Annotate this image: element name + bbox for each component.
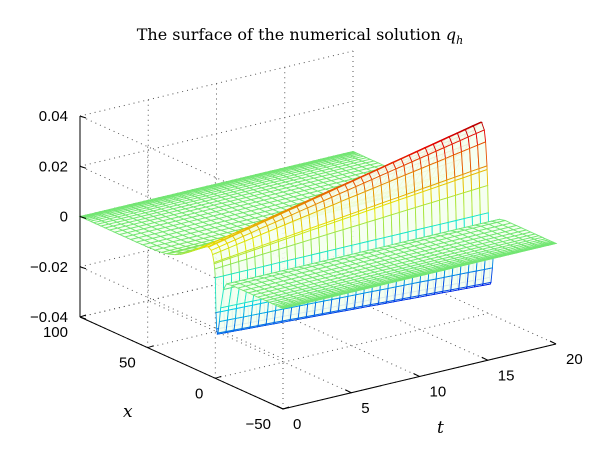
surface-cell (286, 243, 297, 262)
x-axis-line (79, 316, 284, 410)
grid-line-x-floor (215, 312, 489, 379)
z-tick-label: 0.02 (39, 158, 68, 175)
tick-mark (147, 345, 154, 349)
surface-cell (390, 211, 401, 237)
tick-mark (79, 266, 87, 270)
grid-line-t-floor (148, 300, 352, 394)
surface-cell (414, 204, 425, 231)
z-tick-label: 0 (60, 209, 68, 226)
surface-cell (254, 253, 264, 269)
tick-mark (215, 375, 222, 379)
t-tick-label: 20 (566, 351, 583, 368)
surface-cell (455, 192, 465, 222)
surface-cell (358, 221, 369, 244)
t-tick-label: 5 (361, 400, 369, 417)
tick-mark (413, 373, 420, 377)
surface-mesh (78, 121, 558, 335)
surface-cell (318, 233, 329, 254)
t-tick-label: 0 (293, 416, 301, 433)
z-tick-label: 0.04 (39, 108, 68, 125)
surface-cell (470, 171, 481, 192)
tick-mark (79, 115, 87, 119)
grid-line-z-back-left (79, 266, 284, 360)
tick-labels: 0 5 10 15 20 −50 0 50 100−0.04 −0.02 0 0.02 0.04 (30, 108, 583, 433)
chart-title-main: The surface of the numerical solution (137, 25, 446, 44)
surface-cell (374, 216, 385, 241)
t-tick-label: 10 (430, 384, 447, 401)
tick-mark (549, 340, 557, 345)
axes (79, 115, 557, 410)
x-tick-label: 100 (43, 324, 68, 341)
tick-mark (276, 405, 284, 410)
chart-title-sub: h (456, 34, 463, 47)
surface-cell (382, 214, 393, 239)
surface-cell (334, 229, 345, 250)
surface-cell (454, 177, 465, 196)
surface-cell (479, 184, 489, 216)
grid-line-z-back-left (79, 115, 284, 209)
surface-cell (478, 168, 489, 189)
x-tick-label: 50 (119, 355, 136, 372)
surface-cell (546, 242, 558, 246)
surface-cell (446, 179, 456, 199)
surface-cell (463, 189, 473, 220)
surface-cell (462, 174, 473, 194)
t-tick-label: 15 (498, 367, 515, 384)
surface-cell (310, 236, 321, 256)
tick-mark (79, 165, 87, 169)
tick-mark (79, 314, 87, 318)
tick-mark (481, 356, 488, 361)
surface-cell (326, 231, 337, 252)
tick-mark (79, 316, 87, 320)
tick-mark (79, 216, 87, 219)
surface-cell (342, 226, 353, 248)
x-tick-label: −50 (246, 416, 271, 433)
surface-cell (438, 182, 448, 201)
surface-cell (350, 224, 361, 246)
surface-cell (439, 197, 449, 225)
surface-cell (270, 248, 281, 266)
z-tick-label: −0.02 (30, 259, 68, 276)
surface-cell (431, 199, 441, 227)
tick-mark (282, 406, 290, 410)
surface-cell (398, 209, 409, 235)
surface-cell (366, 219, 377, 243)
tick-mark (345, 389, 352, 394)
x-axis-label: t (437, 418, 444, 438)
surface-cell (302, 238, 313, 258)
surface-cell (406, 207, 417, 233)
grid-line-z-back-left (79, 165, 284, 259)
surface-cell (471, 187, 481, 218)
chart-title-var: q (446, 25, 456, 44)
surface-cell (422, 202, 433, 229)
surface-cell (294, 241, 305, 260)
surface-cell (262, 251, 272, 267)
surface-cell (447, 194, 457, 223)
surface-cell (278, 246, 289, 264)
chart-title: The surface of the numerical solution qh (137, 25, 464, 47)
y-axis-label: x (123, 402, 133, 422)
x-tick-label: 0 (195, 385, 203, 402)
z-tick-label: −0.04 (30, 309, 68, 326)
surface-cell (482, 267, 493, 285)
surface-cell (477, 141, 488, 170)
